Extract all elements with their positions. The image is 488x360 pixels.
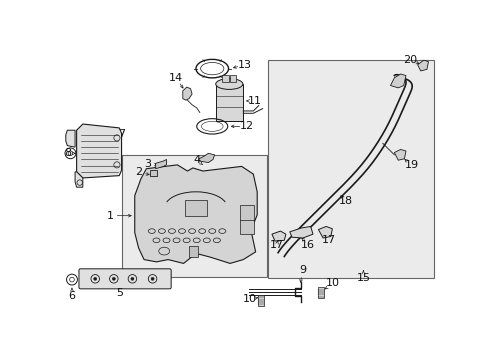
Text: 1: 1 [106,211,113,221]
Bar [267,60,433,278]
Text: 9: 9 [299,265,306,275]
Polygon shape [318,226,332,238]
Text: 17: 17 [269,240,283,250]
Bar [185,199,206,216]
Circle shape [112,277,115,280]
Bar [216,84,243,121]
Polygon shape [75,172,82,187]
Bar [258,295,264,306]
Bar [150,170,157,176]
Bar [189,247,198,257]
Text: 10: 10 [325,278,339,288]
FancyBboxPatch shape [79,269,171,289]
Text: 4: 4 [193,155,200,165]
Text: 13: 13 [237,60,251,70]
Text: 11: 11 [247,96,262,106]
Text: 2: 2 [135,167,142,177]
Text: 16: 16 [300,240,314,250]
Polygon shape [417,60,427,71]
Text: 7: 7 [118,129,125,139]
Text: 19: 19 [404,160,418,170]
Text: 17: 17 [321,235,335,244]
Bar [222,75,228,82]
Polygon shape [289,226,312,238]
Text: 18: 18 [339,196,353,206]
Bar [317,287,323,298]
Polygon shape [77,124,122,178]
Text: 3: 3 [144,159,151,169]
Bar [240,205,254,234]
Text: 10: 10 [243,294,257,304]
Circle shape [151,277,154,280]
Bar [230,75,236,82]
Polygon shape [271,231,285,241]
Circle shape [131,277,134,280]
Bar [122,155,266,276]
Text: 14: 14 [168,73,183,83]
Circle shape [94,277,97,280]
Polygon shape [390,74,405,88]
Text: 6: 6 [68,291,75,301]
Polygon shape [183,87,192,100]
Polygon shape [393,149,405,160]
Ellipse shape [215,78,243,89]
Polygon shape [155,159,166,169]
Text: 8: 8 [63,148,71,158]
Text: 20: 20 [402,55,416,65]
Text: 15: 15 [356,273,369,283]
Polygon shape [66,130,75,147]
Text: 12: 12 [240,121,254,131]
Text: 5: 5 [116,288,122,298]
Polygon shape [135,165,257,264]
Polygon shape [199,153,214,163]
